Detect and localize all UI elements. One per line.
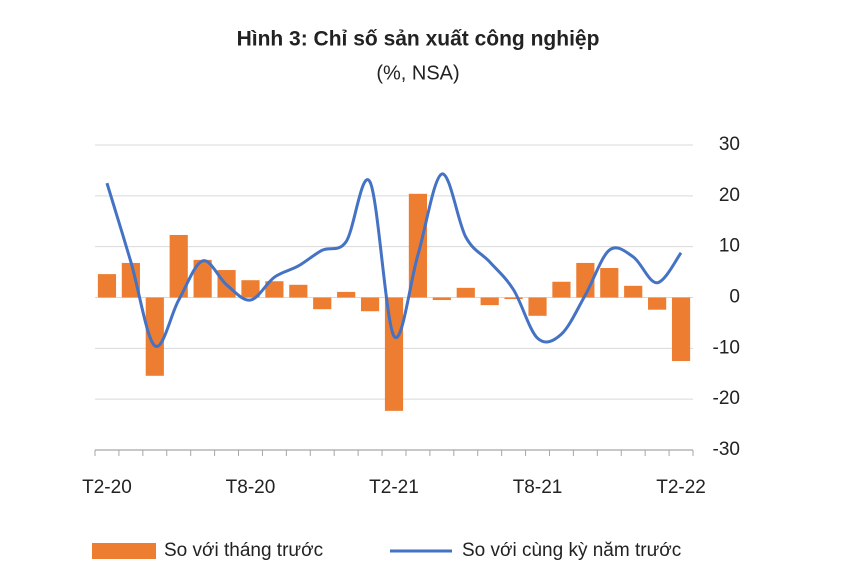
- bar: [313, 297, 332, 310]
- bar: [624, 285, 643, 298]
- chart-title: Hình 3: Chỉ số sản xuất công nghiệp: [237, 28, 600, 51]
- bar: [480, 297, 499, 306]
- bar: [600, 268, 619, 298]
- chart-subtitle: (%, NSA): [376, 62, 459, 84]
- bar: [648, 297, 667, 310]
- bar: [456, 287, 475, 298]
- bar: [528, 297, 547, 316]
- y-tick-label: -30: [713, 439, 740, 460]
- y-tick-label: 10: [719, 236, 740, 257]
- y-tick-label: 0: [729, 287, 740, 308]
- x-tick-label: T2-21: [369, 477, 419, 498]
- bar: [360, 297, 380, 312]
- legend-swatch: [92, 543, 156, 559]
- bar: [432, 297, 451, 301]
- y-tick-label: -20: [713, 388, 740, 409]
- legend-label: So với tháng trước: [164, 540, 323, 561]
- bar: [193, 259, 212, 298]
- bar: [671, 297, 691, 362]
- y-tick-label: 20: [719, 185, 740, 206]
- y-tick-label: 30: [719, 134, 740, 155]
- x-tick-label: T2-22: [656, 477, 706, 498]
- x-tick-label: T8-20: [226, 477, 276, 498]
- bar: [241, 280, 260, 298]
- bar: [552, 281, 571, 298]
- bar: [169, 234, 188, 298]
- bar: [265, 281, 284, 298]
- bar: [121, 262, 140, 298]
- x-tick-label: T2-20: [82, 477, 132, 498]
- bar: [504, 297, 523, 300]
- y-tick-label: -10: [713, 337, 740, 358]
- bar: [145, 297, 164, 376]
- legend-label: So với cùng kỳ năm trước: [462, 540, 681, 561]
- bar: [289, 284, 308, 298]
- line: [105, 172, 683, 348]
- x-tick-label: T8-21: [513, 477, 563, 498]
- bar: [337, 291, 356, 298]
- bar: [97, 274, 117, 298]
